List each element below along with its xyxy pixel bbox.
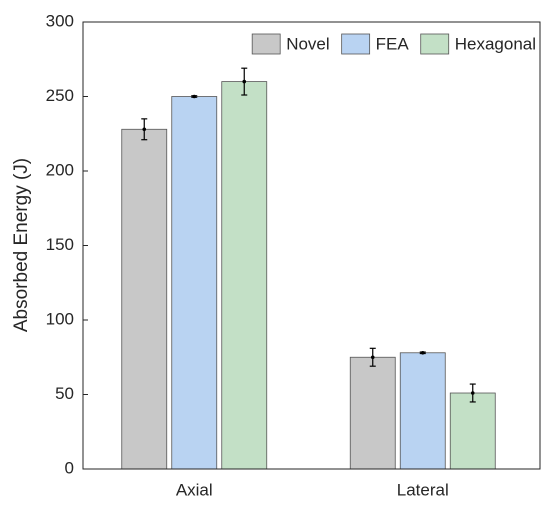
legend-swatch xyxy=(341,33,371,55)
error-bar xyxy=(191,94,198,99)
error-bar xyxy=(469,383,476,403)
y-tick-label: 100 xyxy=(46,309,74,328)
error-bar xyxy=(419,350,426,355)
bar xyxy=(399,352,446,470)
error-bar xyxy=(241,67,248,96)
y-tick-label: 250 xyxy=(46,86,74,105)
error-bar xyxy=(141,118,148,141)
legend-swatch xyxy=(251,33,281,55)
legend-label: Hexagonal xyxy=(455,34,536,53)
y-tick-label: 200 xyxy=(46,160,74,179)
legend-label: FEA xyxy=(376,34,410,53)
bar xyxy=(171,96,218,470)
axes-box xyxy=(82,21,541,470)
legend-swatch xyxy=(420,33,450,55)
x-tick-label: Axial xyxy=(176,480,213,499)
x-tick-label: Lateral xyxy=(397,480,449,499)
y-axis-label: Absorbed Energy (J) xyxy=(11,158,32,332)
y-tick-label: 0 xyxy=(65,458,74,477)
legend-label: Novel xyxy=(286,34,329,53)
error-bar xyxy=(369,347,376,367)
bar xyxy=(221,81,268,470)
bar xyxy=(449,392,496,470)
y-tick-label: 150 xyxy=(46,235,74,254)
y-tick-label: 50 xyxy=(55,384,74,403)
y-tick-label: 300 xyxy=(46,11,74,30)
bar xyxy=(121,128,168,470)
bar xyxy=(349,356,396,470)
